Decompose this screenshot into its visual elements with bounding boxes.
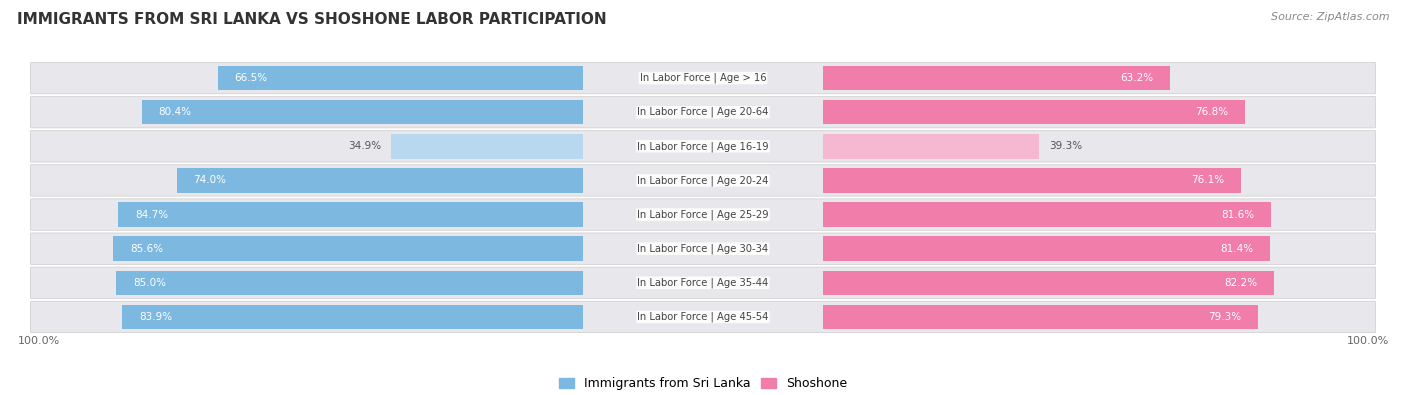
- Bar: [824, 271, 1274, 295]
- FancyBboxPatch shape: [31, 199, 1375, 230]
- Bar: [824, 134, 1039, 159]
- Bar: [824, 202, 1271, 227]
- Text: In Labor Force | Age 16-19: In Labor Force | Age 16-19: [637, 141, 769, 152]
- Bar: [177, 168, 582, 193]
- FancyBboxPatch shape: [31, 267, 1375, 299]
- Text: In Labor Force | Age 45-54: In Labor Force | Age 45-54: [637, 312, 769, 322]
- FancyBboxPatch shape: [31, 96, 1375, 128]
- Text: 74.0%: 74.0%: [194, 175, 226, 185]
- Bar: [391, 134, 582, 159]
- Bar: [824, 100, 1244, 124]
- FancyBboxPatch shape: [31, 301, 1375, 333]
- Bar: [824, 66, 1170, 90]
- Text: 81.4%: 81.4%: [1220, 244, 1253, 254]
- Text: In Labor Force | Age 25-29: In Labor Force | Age 25-29: [637, 209, 769, 220]
- Bar: [824, 305, 1258, 329]
- Text: 84.7%: 84.7%: [135, 210, 167, 220]
- Text: In Labor Force | Age 20-64: In Labor Force | Age 20-64: [637, 107, 769, 117]
- FancyBboxPatch shape: [31, 233, 1375, 264]
- FancyBboxPatch shape: [31, 165, 1375, 196]
- Bar: [117, 271, 582, 295]
- Text: 39.3%: 39.3%: [1049, 141, 1083, 151]
- Text: In Labor Force | Age 30-34: In Labor Force | Age 30-34: [637, 243, 769, 254]
- Text: 82.2%: 82.2%: [1225, 278, 1257, 288]
- Text: 81.6%: 81.6%: [1220, 210, 1254, 220]
- Bar: [824, 168, 1240, 193]
- Text: 85.6%: 85.6%: [129, 244, 163, 254]
- Text: 66.5%: 66.5%: [235, 73, 267, 83]
- Text: 100.0%: 100.0%: [17, 337, 59, 346]
- Bar: [112, 236, 582, 261]
- Bar: [142, 100, 582, 124]
- Text: Source: ZipAtlas.com: Source: ZipAtlas.com: [1271, 12, 1389, 22]
- Text: 80.4%: 80.4%: [159, 107, 191, 117]
- Text: 100.0%: 100.0%: [1347, 337, 1389, 346]
- FancyBboxPatch shape: [31, 131, 1375, 162]
- Text: 34.9%: 34.9%: [349, 141, 381, 151]
- Text: 79.3%: 79.3%: [1209, 312, 1241, 322]
- Text: In Labor Force | Age 20-24: In Labor Force | Age 20-24: [637, 175, 769, 186]
- Text: In Labor Force | Age 35-44: In Labor Force | Age 35-44: [637, 278, 769, 288]
- Bar: [122, 305, 582, 329]
- Bar: [824, 236, 1270, 261]
- Text: IMMIGRANTS FROM SRI LANKA VS SHOSHONE LABOR PARTICIPATION: IMMIGRANTS FROM SRI LANKA VS SHOSHONE LA…: [17, 12, 606, 27]
- Legend: Immigrants from Sri Lanka, Shoshone: Immigrants from Sri Lanka, Shoshone: [554, 372, 852, 395]
- FancyBboxPatch shape: [31, 62, 1375, 94]
- Bar: [218, 66, 582, 90]
- Text: 76.8%: 76.8%: [1195, 107, 1227, 117]
- Bar: [118, 202, 582, 227]
- Text: 63.2%: 63.2%: [1121, 73, 1153, 83]
- Text: 83.9%: 83.9%: [139, 312, 173, 322]
- Text: 76.1%: 76.1%: [1191, 175, 1225, 185]
- Text: In Labor Force | Age > 16: In Labor Force | Age > 16: [640, 73, 766, 83]
- Text: 85.0%: 85.0%: [134, 278, 166, 288]
